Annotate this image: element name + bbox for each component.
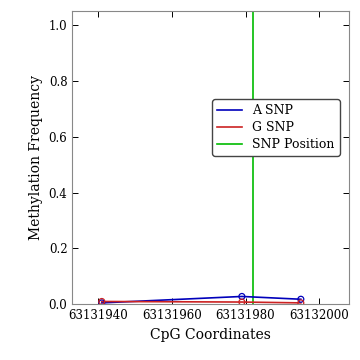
Point	[239, 293, 245, 299]
Point	[99, 300, 105, 306]
Y-axis label: Methylation Frequency: Methylation Frequency	[29, 75, 43, 240]
Point	[99, 298, 105, 304]
Legend: A SNP, G SNP, SNP Position: A SNP, G SNP, SNP Position	[212, 99, 340, 156]
Point	[298, 300, 304, 306]
X-axis label: CpG Coordinates: CpG Coordinates	[150, 328, 271, 342]
Point	[298, 296, 304, 302]
Point	[239, 299, 245, 305]
